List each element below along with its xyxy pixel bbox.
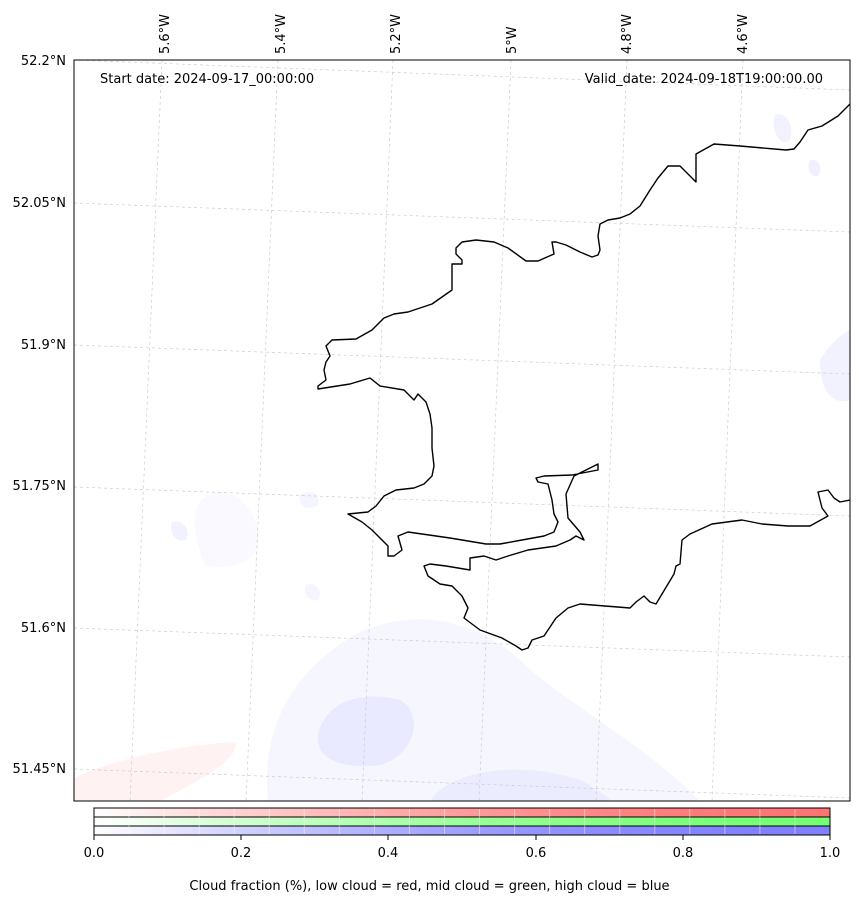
longitude-labels: 5.6°W 5.4°W 5.2°W 5°W 4.8°W 4.6°W <box>158 14 751 54</box>
coastline <box>317 103 850 651</box>
colorbar-tick-label: 0.2 <box>231 846 252 861</box>
lat-label: 52.2°N <box>21 54 66 69</box>
lat-label: 51.45°N <box>13 762 66 777</box>
colorbar-tick-label: 0.6 <box>526 846 547 861</box>
colorbar-tick-label: 0.4 <box>378 846 399 861</box>
colorbar-tick-label: 0.8 <box>673 846 694 861</box>
lon-label: 4.8°W <box>620 14 635 54</box>
lon-label: 5.2°W <box>389 14 404 54</box>
map-panel: Start date: 2024-09-17_00:00:00 Valid_da… <box>74 60 850 801</box>
lon-label: 5°W <box>505 26 520 54</box>
lon-label: 4.6°W <box>736 14 751 54</box>
lat-label: 51.75°N <box>13 479 66 494</box>
map-frame <box>73 59 851 802</box>
lon-label: 5.4°W <box>274 14 289 54</box>
latitude-labels: 52.2°N 52.05°N 51.9°N 51.75°N 51.6°N 51.… <box>13 54 66 777</box>
colorbar-tick-label: 0.0 <box>84 846 105 861</box>
low-cloud-shading <box>74 742 236 801</box>
colorbar-tick-label: 1.0 <box>820 846 841 861</box>
lat-label: 52.05°N <box>13 196 66 211</box>
colorbar-low-red <box>93 807 831 818</box>
colorbar-mid-green <box>93 816 831 827</box>
high-cloud-shading <box>170 114 850 801</box>
start-date-label: Start date: 2024-09-17_00:00:00 <box>100 72 314 87</box>
colorbar: 0.0 0.2 0.4 0.6 0.8 1.0 <box>84 807 841 861</box>
gridlines <box>74 60 850 801</box>
lat-label: 51.6°N <box>21 621 66 636</box>
lat-label: 51.9°N <box>21 338 66 353</box>
colorbar-caption: Cloud fraction (%), low cloud = red, mid… <box>189 879 670 894</box>
lon-label: 5.6°W <box>158 14 173 54</box>
valid-date-label: Valid_date: 2024-09-18T19:00:00.00 <box>585 72 823 87</box>
colorbar-high-blue <box>93 825 831 836</box>
